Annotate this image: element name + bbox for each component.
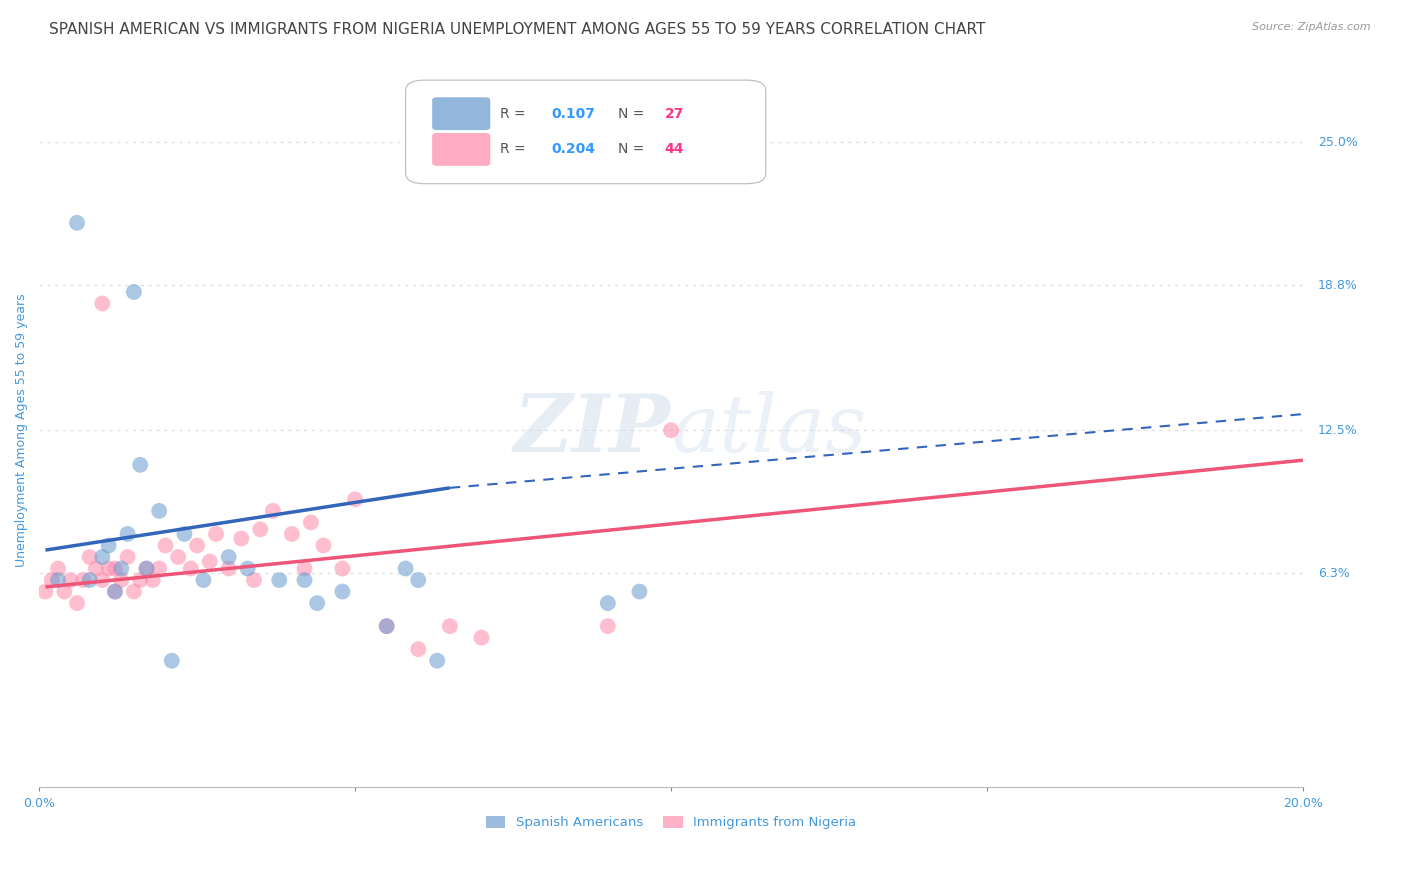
Point <box>218 561 240 575</box>
Point <box>122 285 145 299</box>
Point <box>79 549 101 564</box>
Point <box>375 619 398 633</box>
Text: 27: 27 <box>665 107 685 120</box>
Text: ZIP: ZIP <box>515 392 671 469</box>
Point <box>129 458 152 472</box>
Point <box>205 527 228 541</box>
Point <box>59 573 82 587</box>
Point <box>148 504 170 518</box>
Point <box>332 584 354 599</box>
FancyBboxPatch shape <box>432 133 491 166</box>
Point <box>269 573 291 587</box>
Point <box>79 573 101 587</box>
Text: 0.204: 0.204 <box>551 143 595 156</box>
Point <box>596 596 619 610</box>
Point <box>142 573 165 587</box>
Text: atlas: atlas <box>671 392 866 469</box>
Text: Source: ZipAtlas.com: Source: ZipAtlas.com <box>1253 22 1371 32</box>
Point <box>659 423 682 437</box>
Point <box>406 573 429 587</box>
Point <box>262 504 284 518</box>
Point <box>84 561 107 575</box>
Point <box>34 584 56 599</box>
Point <box>439 619 461 633</box>
Point <box>41 573 63 587</box>
Point <box>299 516 322 530</box>
Point <box>104 584 127 599</box>
Point <box>243 573 266 587</box>
Point <box>375 619 398 633</box>
Text: N =: N = <box>617 107 648 120</box>
Point <box>117 549 139 564</box>
Text: 6.3%: 6.3% <box>1317 566 1350 580</box>
Point <box>249 522 271 536</box>
Point <box>307 596 329 610</box>
Point <box>53 584 76 599</box>
Point <box>332 561 354 575</box>
Point <box>628 584 651 599</box>
FancyBboxPatch shape <box>432 97 491 130</box>
Point <box>135 561 157 575</box>
FancyBboxPatch shape <box>405 80 766 184</box>
Text: 25.0%: 25.0% <box>1317 136 1358 149</box>
Point <box>218 549 240 564</box>
Text: R =: R = <box>501 107 530 120</box>
Point <box>72 573 94 587</box>
Point <box>160 654 183 668</box>
Text: 18.8%: 18.8% <box>1317 278 1358 292</box>
Point <box>66 596 89 610</box>
Point <box>167 549 190 564</box>
Point <box>104 584 127 599</box>
Text: 12.5%: 12.5% <box>1317 424 1358 437</box>
Point <box>596 619 619 633</box>
Point <box>281 527 304 541</box>
Text: SPANISH AMERICAN VS IMMIGRANTS FROM NIGERIA UNEMPLOYMENT AMONG AGES 55 TO 59 YEA: SPANISH AMERICAN VS IMMIGRANTS FROM NIGE… <box>49 22 986 37</box>
Point <box>198 555 221 569</box>
Point <box>406 642 429 657</box>
Point <box>117 527 139 541</box>
Point <box>294 561 316 575</box>
Point <box>91 573 114 587</box>
Point <box>470 631 492 645</box>
Point <box>180 561 202 575</box>
Point <box>155 539 177 553</box>
Point <box>104 561 127 575</box>
Text: R =: R = <box>501 143 530 156</box>
Text: 44: 44 <box>665 143 685 156</box>
Point <box>110 573 132 587</box>
Text: 0.107: 0.107 <box>551 107 595 120</box>
Point <box>236 561 259 575</box>
Point <box>186 539 208 553</box>
Point <box>294 573 316 587</box>
Point <box>122 584 145 599</box>
Point <box>231 532 253 546</box>
Point <box>97 539 120 553</box>
Point <box>91 296 114 310</box>
Text: N =: N = <box>617 143 648 156</box>
Point <box>129 573 152 587</box>
Point <box>97 561 120 575</box>
Point <box>394 561 416 575</box>
Point <box>135 561 157 575</box>
Point <box>91 549 114 564</box>
Point <box>66 216 89 230</box>
Y-axis label: Unemployment Among Ages 55 to 59 years: Unemployment Among Ages 55 to 59 years <box>15 293 28 567</box>
Point <box>312 539 335 553</box>
Point <box>148 561 170 575</box>
Point <box>46 561 69 575</box>
Point <box>110 561 132 575</box>
Point <box>426 654 449 668</box>
Point <box>173 527 195 541</box>
Point <box>344 492 367 507</box>
Point <box>193 573 215 587</box>
Legend: Spanish Americans, Immigrants from Nigeria: Spanish Americans, Immigrants from Niger… <box>481 811 862 835</box>
Point <box>46 573 69 587</box>
